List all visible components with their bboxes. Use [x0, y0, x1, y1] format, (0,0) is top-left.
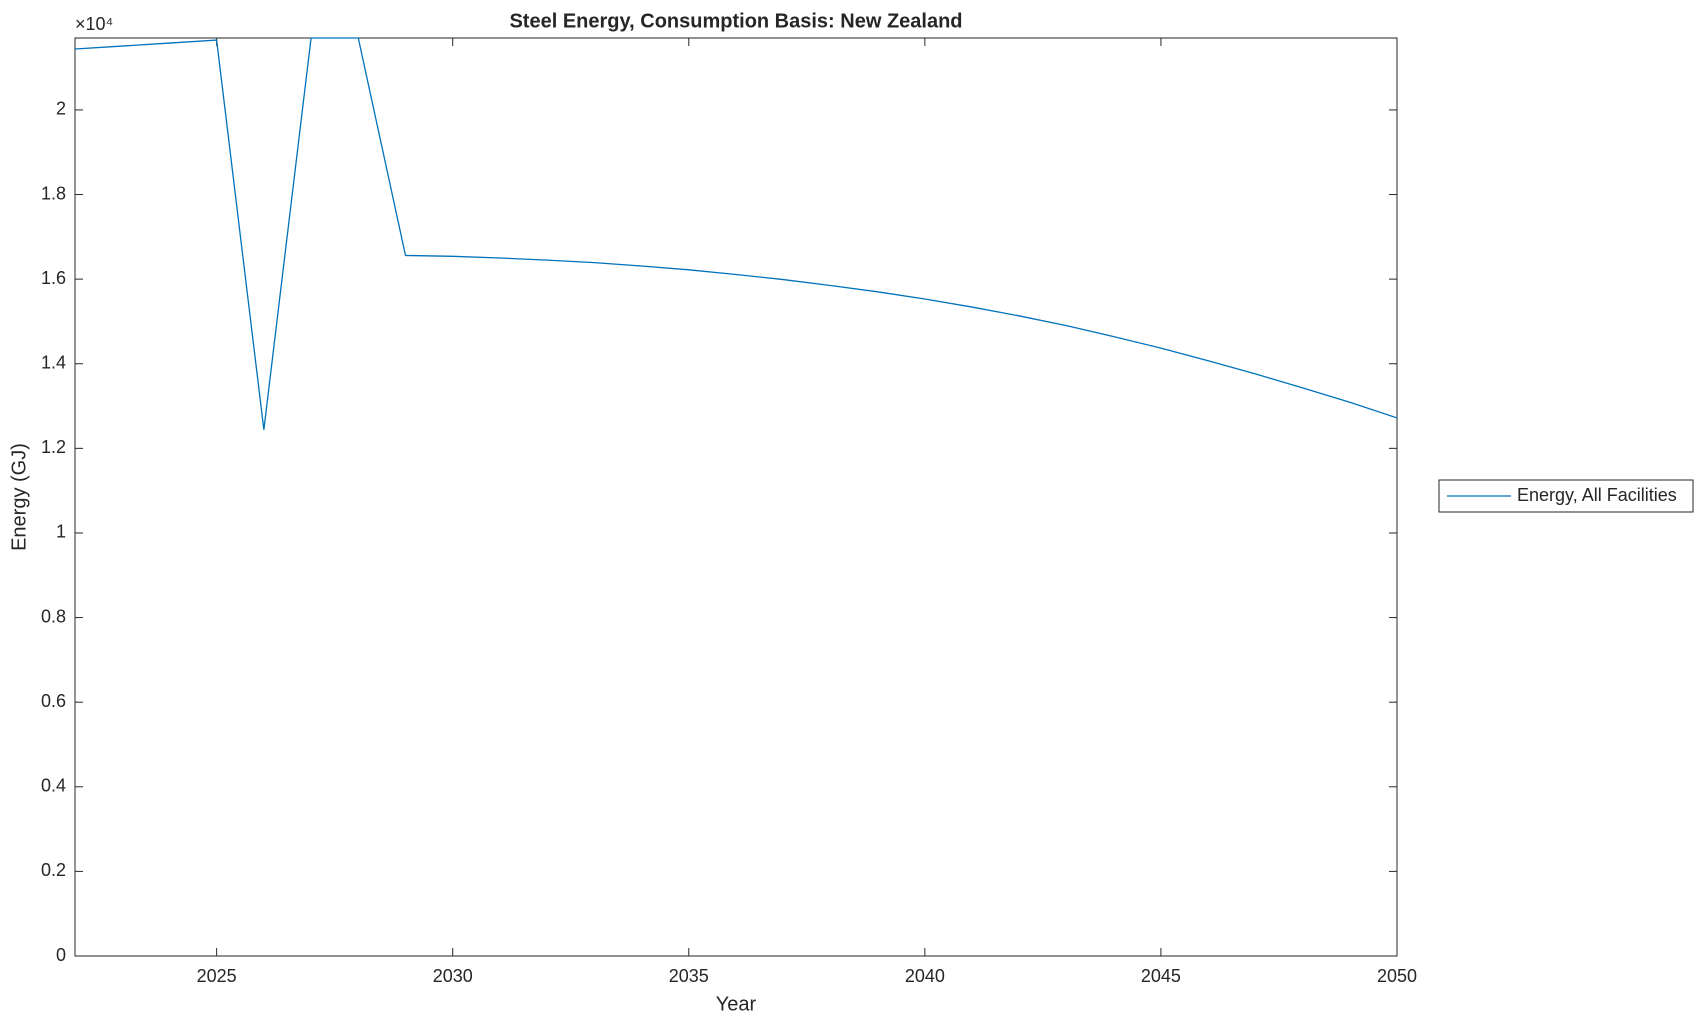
- y-tick-label: 0.4: [41, 776, 66, 796]
- chart-title: Steel Energy, Consumption Basis: New Zea…: [509, 10, 962, 32]
- y-tick-label: 1.8: [41, 183, 66, 203]
- y-multiplier: ×10⁴: [75, 14, 113, 34]
- y-tick-label: 1: [56, 522, 66, 542]
- data-line: [75, 37, 1397, 430]
- y-tick-label: 0.8: [41, 606, 66, 626]
- x-tick-label: 2040: [905, 966, 945, 986]
- plot-frame: [74, 37, 1398, 957]
- x-tick-label: 2045: [1141, 966, 1181, 986]
- y-tick-label: 1.6: [41, 268, 66, 288]
- y-tick-label: 2: [56, 99, 66, 119]
- y-tick-label: 1.2: [41, 437, 66, 457]
- x-tick-label: 2025: [197, 966, 237, 986]
- x-tick-label: 2050: [1377, 966, 1417, 986]
- y-tick-label: 1.4: [41, 352, 66, 372]
- y-axis-label: Energy (GJ): [8, 443, 30, 551]
- x-tick-label: 2035: [669, 966, 709, 986]
- legend-label: Energy, All Facilities: [1517, 485, 1677, 505]
- x-tick-label: 2030: [433, 966, 473, 986]
- y-tick-label: 0.2: [41, 860, 66, 880]
- y-tick-label: 0.6: [41, 691, 66, 711]
- y-tick-label: 0: [56, 945, 66, 965]
- x-axis-label: Year: [716, 993, 757, 1015]
